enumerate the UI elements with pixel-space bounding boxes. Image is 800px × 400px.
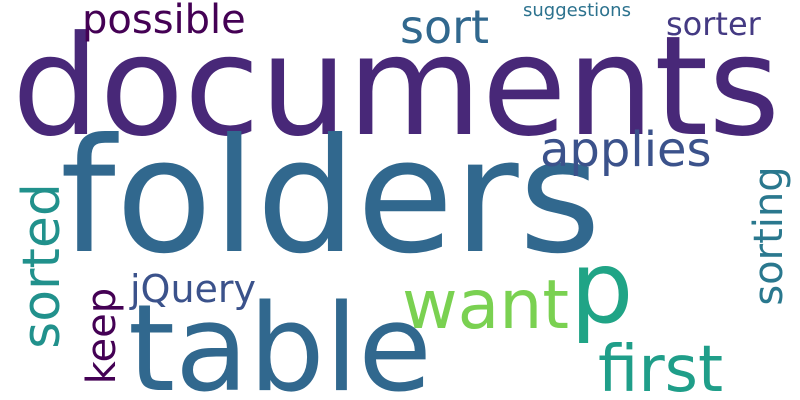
word-keep: keep [79, 287, 125, 385]
word-first: first [598, 333, 724, 400]
word-sort: sort [400, 0, 490, 54]
word-sorted: sorted [12, 183, 72, 349]
word-jquery: jQuery [130, 267, 257, 311]
word-p: p [570, 229, 634, 346]
word-applies: applies [540, 122, 712, 178]
word-want: want [402, 266, 570, 345]
word-sorting: sorting [746, 166, 792, 306]
word-documents: documents [12, 6, 781, 167]
word-table: table [128, 280, 432, 400]
word-folders: folders [60, 105, 601, 289]
word-possible: possible [82, 0, 246, 43]
word-suggestions: suggestions [523, 0, 631, 21]
word-sorter: sorter [666, 5, 761, 43]
